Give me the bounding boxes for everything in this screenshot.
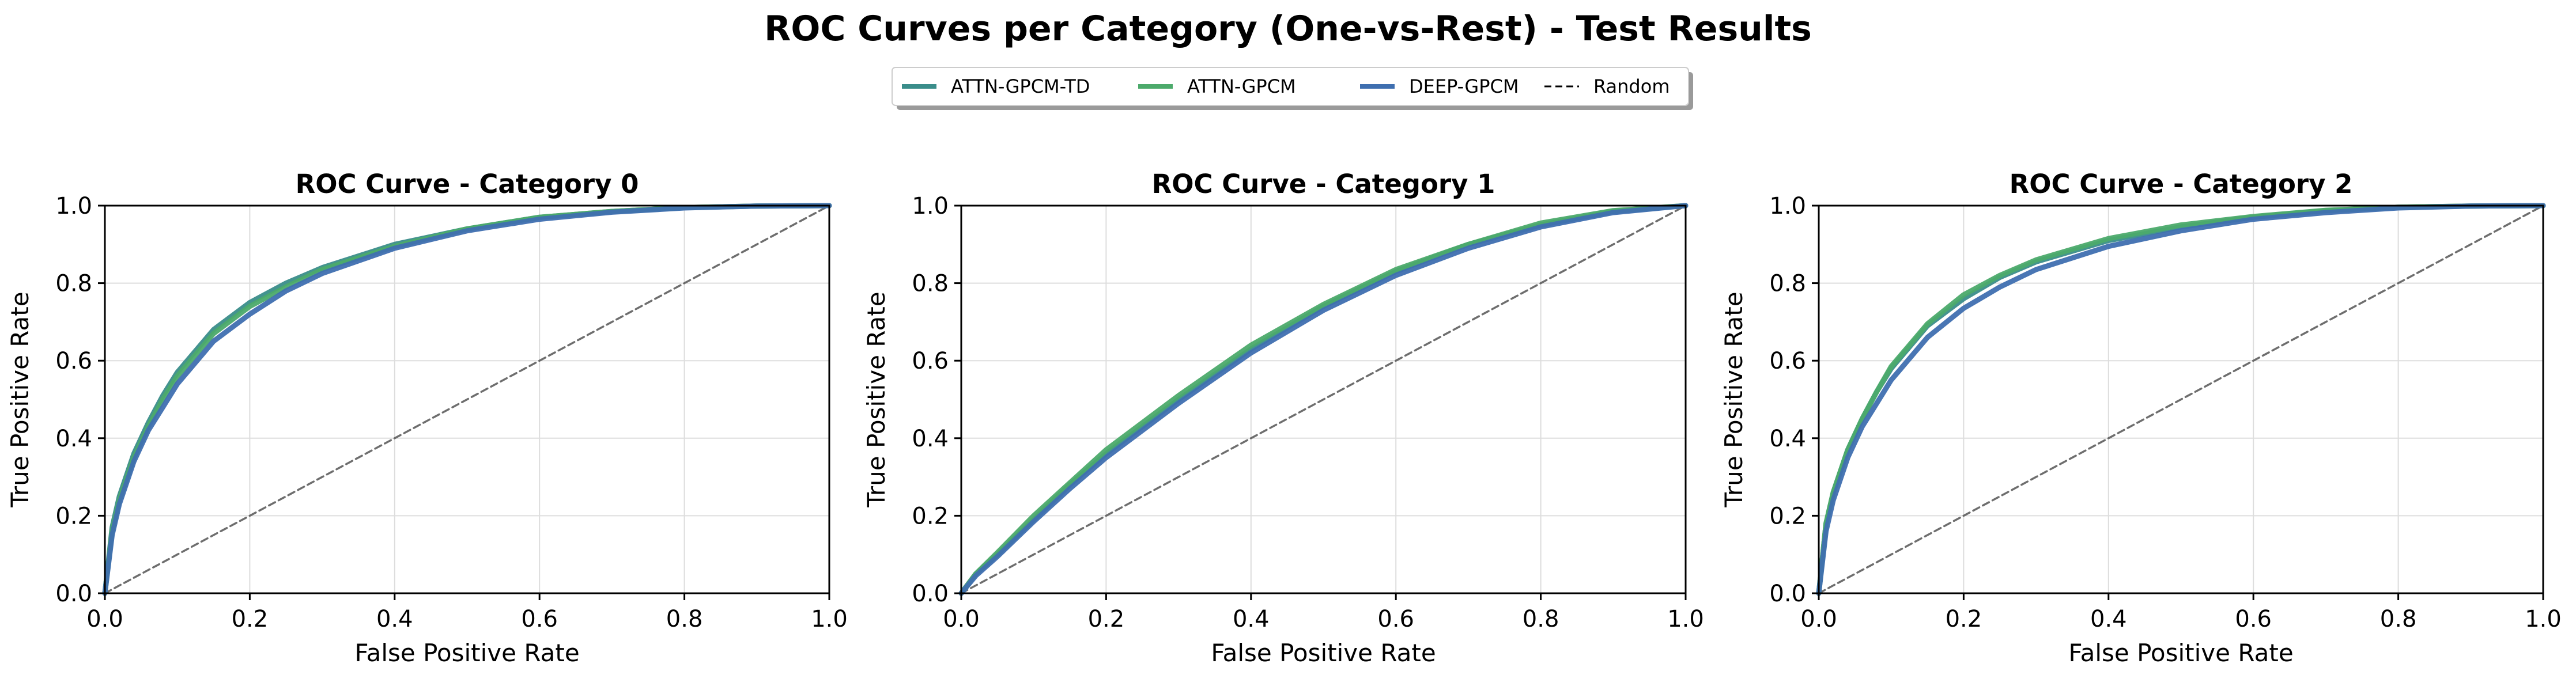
y-tick-label: 1.0 xyxy=(912,193,949,219)
y-tick-label: 0.8 xyxy=(912,271,949,297)
y-tick-label: 0.6 xyxy=(912,348,949,374)
legend-label: DEEP-GPCM xyxy=(1409,75,1519,97)
legend-label: ATTN-GPCM xyxy=(1187,75,1296,97)
y-tick-label: 0.0 xyxy=(1769,581,1806,607)
x-tick-label: 0.8 xyxy=(666,606,703,632)
x-tick-label: 0.6 xyxy=(1377,606,1414,632)
y-tick-label: 0.8 xyxy=(1769,271,1806,297)
x-tick-label: 0.2 xyxy=(1088,606,1125,632)
series-line-deep-gpcm xyxy=(1816,203,2546,596)
x-tick-label: 0.4 xyxy=(1233,606,1270,632)
x-tick-label: 0.2 xyxy=(1946,606,1982,632)
chart-panel-category-1: ROC Curve - Category 1 0.0 0.2 0.4 0.6 0.8 1.0… xyxy=(862,169,1704,667)
plot-frame xyxy=(960,204,1687,594)
series-line-random xyxy=(1818,204,2544,594)
x-axis-label: False Positive Rate xyxy=(354,639,579,667)
y-tick-label: 0.0 xyxy=(912,581,949,607)
x-tick-label: 0.6 xyxy=(2235,606,2272,632)
x-tick-label: 0.4 xyxy=(2090,606,2127,632)
legend-label: ATTN-GPCM-TD xyxy=(951,75,1090,97)
legend-box xyxy=(892,67,1689,106)
y-tick-label: 0.6 xyxy=(1769,348,1806,374)
series-line-deep-gpcm xyxy=(102,203,832,596)
x-tick-label: 1.0 xyxy=(811,606,848,632)
x-tick-label: 0.0 xyxy=(943,606,980,632)
x-tick-label: 0.6 xyxy=(521,606,558,632)
legend: ATTN-GPCM-TD ATTN-GPCM DEEP-GPCM Random xyxy=(892,67,1693,110)
plot-frame xyxy=(1818,204,2544,594)
y-tick-label: 0.8 xyxy=(55,271,92,297)
y-tick-label: 0.0 xyxy=(55,581,92,607)
x-tick-label: 0.4 xyxy=(376,606,413,632)
x-tick-label: 0.8 xyxy=(2380,606,2417,632)
y-axis-label: True Positive Rate xyxy=(6,291,34,507)
chart-panel-category-2: ROC Curve - Category 2 0.0 0.2 0.4 0.6 0.8 1.0… xyxy=(1720,169,2562,667)
x-axis-label: False Positive Rate xyxy=(1211,639,1436,667)
y-tick-label: 0.4 xyxy=(912,426,949,452)
legend-label: Random xyxy=(1593,75,1670,97)
y-tick-label: 1.0 xyxy=(1769,193,1806,219)
chart-title: ROC Curve - Category 2 xyxy=(2010,169,2353,199)
chart-title: ROC Curve - Category 1 xyxy=(1152,169,1495,199)
x-tick-label: 0.2 xyxy=(232,606,269,632)
y-tick-label: 0.2 xyxy=(912,503,949,529)
series-line-deep-gpcm xyxy=(958,203,1689,596)
x-tick-label: 0.8 xyxy=(1523,606,1559,632)
y-tick-label: 0.6 xyxy=(55,348,92,374)
x-tick-label: 1.0 xyxy=(1667,606,1704,632)
y-axis-label: True Positive Rate xyxy=(862,291,890,507)
series-line-attn-gpcm xyxy=(958,203,1689,596)
y-tick-label: 0.4 xyxy=(1769,426,1806,452)
x-tick-label: 1.0 xyxy=(2525,606,2562,632)
x-tick-label: 0.0 xyxy=(86,606,123,632)
x-tick-label: 0.0 xyxy=(1800,606,1837,632)
y-tick-label: 0.2 xyxy=(55,503,92,529)
y-tick-label: 0.2 xyxy=(1769,503,1806,529)
series-line-random xyxy=(960,204,1687,594)
x-axis-label: False Positive Rate xyxy=(2068,639,2293,667)
y-tick-label: 0.4 xyxy=(55,426,92,452)
chart-panels: ROC Curve - Category 0 0.0 0.2 0.4 0.6 0.8 1.0… xyxy=(6,169,2562,667)
y-axis-label: True Positive Rate xyxy=(1720,291,1748,507)
y-tick-label: 1.0 xyxy=(55,193,92,219)
chart-panel-category-0: ROC Curve - Category 0 0.0 0.2 0.4 0.6 0.8 1.0… xyxy=(6,169,848,667)
chart-title: ROC Curve - Category 0 xyxy=(296,169,639,199)
figure-title: ROC Curves per Category (One-vs-Rest) - … xyxy=(764,9,1812,49)
series-line-random xyxy=(104,204,830,594)
plot-frame xyxy=(104,204,830,594)
